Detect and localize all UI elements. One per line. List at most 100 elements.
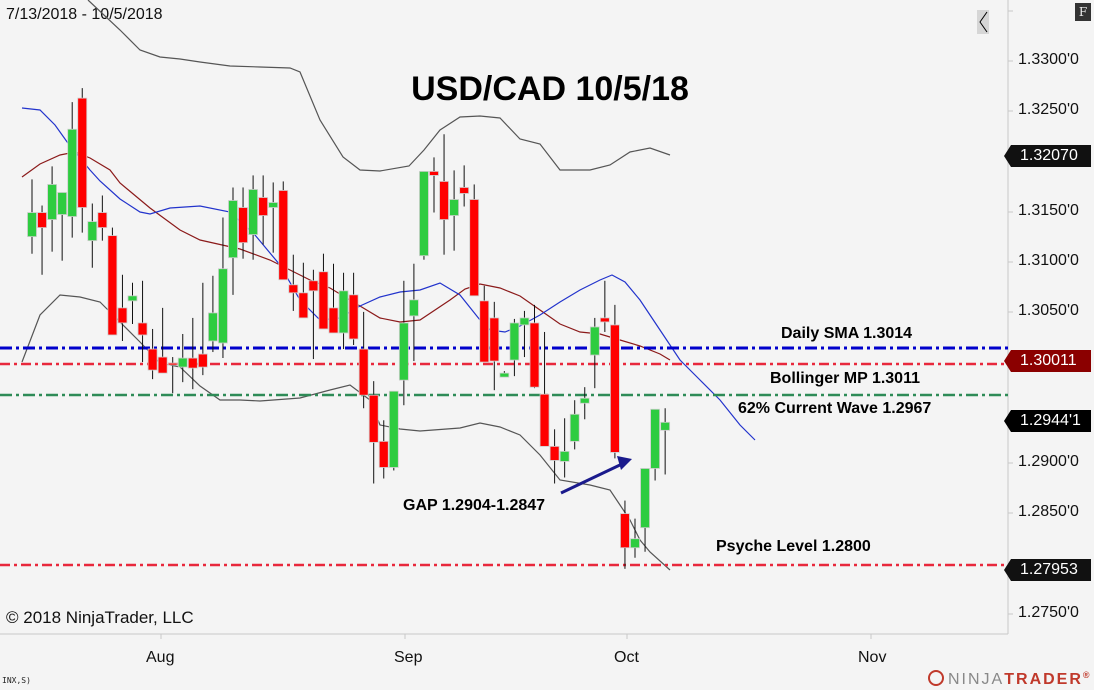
candle-up: [57, 192, 68, 215]
candle-up: [630, 538, 640, 549]
candle-down: [157, 356, 168, 374]
candle-down: [308, 280, 319, 292]
candle-down: [77, 97, 88, 208]
candle-down: [97, 212, 108, 228]
price-tag-label: 1.32070: [1020, 147, 1078, 164]
candle-up: [248, 189, 259, 236]
chevron-left-icon: [979, 11, 988, 33]
sma-blue-line: [21, 107, 756, 441]
candle-down: [358, 348, 369, 396]
candle-up: [47, 184, 57, 220]
candles-group: [27, 88, 671, 569]
candle-down: [348, 294, 359, 340]
candle-up: [499, 372, 510, 378]
collapse-panel-button[interactable]: [977, 10, 989, 34]
candle-up: [268, 202, 279, 208]
candle-down: [258, 197, 269, 216]
chart-title: USD/CAD 10/5/18: [411, 70, 689, 108]
bollinger-mp-label: Bollinger MP 1.3011: [770, 370, 920, 387]
psyche-level-label: Psyche Level 1.2800: [716, 538, 871, 555]
bollinger-upper-band: [87, 0, 671, 172]
x-tick-oct: Oct: [614, 649, 639, 666]
price-tag-label: 1.30011: [1020, 352, 1077, 369]
candle-up: [660, 421, 671, 431]
candle-up: [408, 299, 419, 317]
candle-up: [519, 317, 530, 326]
candle-up: [27, 212, 37, 238]
candle-up: [228, 200, 238, 259]
candle-down: [489, 317, 500, 362]
candle-down: [620, 513, 630, 549]
candle-up: [67, 128, 78, 217]
gap-arrow-head: [617, 456, 632, 470]
daily-sma-label: Daily SMA 1.3014: [781, 325, 913, 342]
candle-up: [650, 408, 660, 469]
gap-label: GAP 1.2904-1.2847: [403, 497, 546, 514]
candle-down: [469, 199, 480, 297]
candle-down: [479, 300, 490, 363]
y-tick-label: 1.3150'0: [1018, 202, 1079, 219]
price-tag-last-price: 1.2944'1: [1004, 410, 1091, 432]
candle-down: [429, 170, 439, 176]
candle-down: [298, 292, 309, 319]
candle-down: [318, 271, 329, 330]
candle-up: [419, 170, 429, 257]
copyright-text: © 2018 NinjaTrader, LLC: [6, 608, 194, 627]
candle-up: [449, 199, 460, 216]
x-tick-nov: Nov: [858, 649, 887, 666]
y-tick-label: 1.2900'0: [1018, 453, 1079, 470]
price-tag-bollinger-upper: 1.32070: [1004, 145, 1091, 167]
date-range: 7/13/2018 - 10/5/2018: [6, 6, 163, 23]
candle-up: [388, 390, 399, 468]
brand-registered: ®: [1082, 670, 1092, 680]
candle-down: [137, 322, 148, 336]
candle-down: [368, 394, 379, 443]
y-tick-label: 1.2850'0: [1018, 503, 1079, 520]
candle-down: [147, 348, 158, 371]
f-button[interactable]: F: [1075, 3, 1091, 21]
candle-down: [167, 362, 178, 366]
price-tag-sma-red: 1.30011: [1004, 350, 1091, 372]
candle-up: [509, 322, 520, 361]
ninjatrader-mark-icon: [928, 670, 944, 686]
candle-up: [87, 221, 98, 242]
candle-down: [459, 187, 470, 194]
candle-up: [398, 322, 409, 381]
candle-up: [218, 268, 228, 344]
candle-down: [549, 445, 560, 461]
candle-down: [378, 440, 389, 468]
candle-up: [338, 290, 349, 334]
candle-up: [579, 397, 590, 404]
candle-down: [328, 307, 339, 334]
candle-down: [107, 235, 118, 336]
candle-up: [569, 413, 580, 442]
candle-down: [37, 212, 47, 228]
sma-red-line: [21, 151, 671, 361]
candle-up: [207, 312, 218, 342]
y-tick-label: 1.3050'0: [1018, 302, 1079, 319]
x-tick-aug: Aug: [146, 649, 175, 666]
y-axis-ticks: [1008, 10, 1013, 615]
candle-down: [187, 357, 198, 369]
x-axis-ticks: [160, 634, 872, 639]
candle-up: [640, 468, 650, 529]
x-tick-sep: Sep: [394, 649, 423, 666]
wave-62-label: 62% Current Wave 1.2967: [738, 400, 932, 417]
candle-down: [117, 307, 128, 324]
candle-down: [599, 317, 610, 323]
brand-ninja: NINJA: [948, 671, 1005, 688]
y-tick-label: 1.3100'0: [1018, 252, 1079, 269]
gap-arrow: [560, 462, 623, 495]
candle-down: [288, 284, 299, 294]
y-tick-label: 1.3300'0: [1018, 51, 1079, 68]
ninjatrader-logo: NINJATRADER®: [928, 670, 1092, 689]
price-tag-bollinger-lower: 1.27953: [1004, 559, 1091, 581]
candle-up: [127, 295, 138, 302]
candle-down: [238, 207, 248, 244]
y-tick-label: 1.3250'0: [1018, 101, 1079, 118]
candle-down: [439, 181, 449, 220]
candle-down: [278, 190, 289, 281]
y-tick-label: 1.2750'0: [1018, 604, 1079, 621]
candle-up: [589, 326, 600, 356]
